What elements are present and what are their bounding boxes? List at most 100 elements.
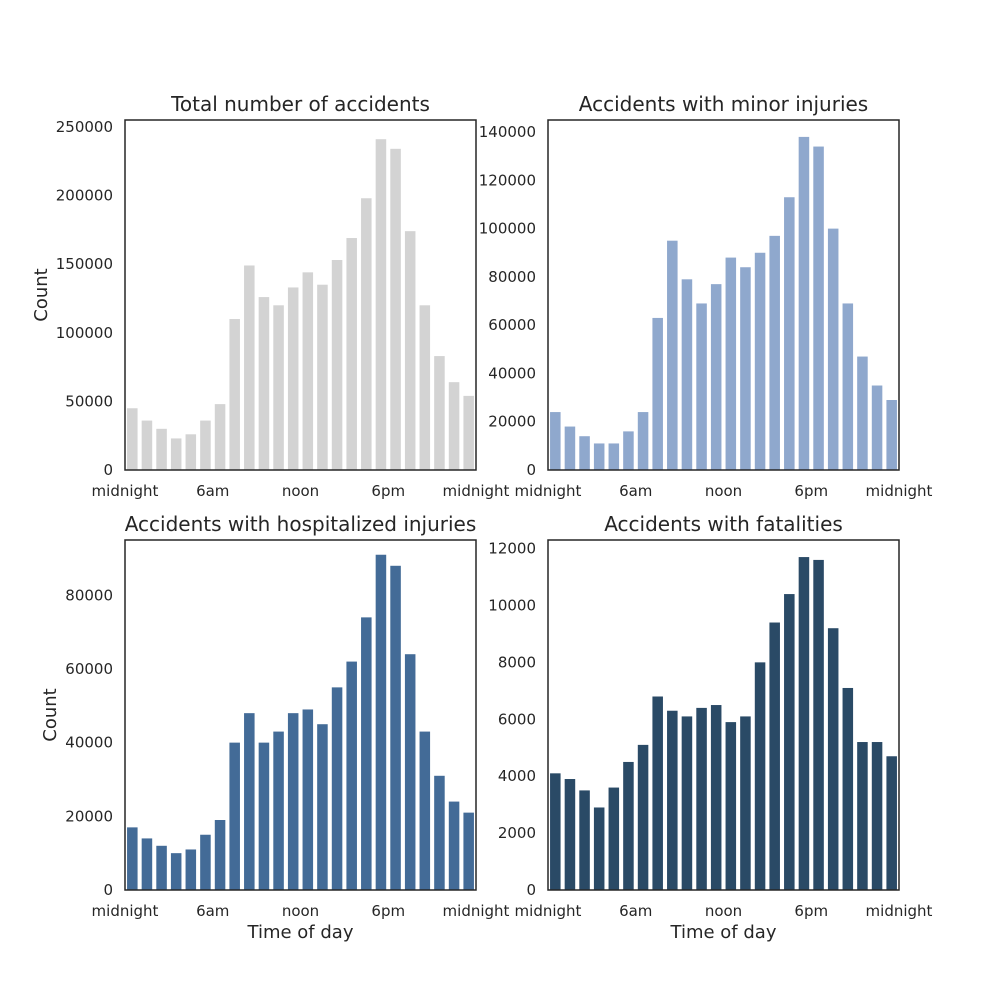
bar-hour-14 [754,662,766,890]
bar-hour-16 [361,617,372,890]
x-tick-label: 6pm [794,482,828,500]
bar-hour-4 [608,787,620,890]
panel-title: Accidents with minor injuries [579,92,868,116]
bar-hour-7 [229,319,240,470]
bar-hour-18 [813,559,824,890]
y-tick-label: 6000 [498,710,536,728]
y-tick-label: 60000 [488,316,536,334]
y-tick-label: 20000 [488,413,536,431]
bar-hour-10 [696,303,707,470]
bar-hour-0 [550,773,561,890]
bar-hour-21 [857,742,868,890]
bar-hour-23 [463,395,474,470]
bar-hour-17 [798,557,810,890]
bar-hour-8 [244,265,255,470]
x-tick-label: midnight [443,482,510,500]
bar-hour-14 [331,260,343,470]
bar-hour-1 [141,420,153,470]
bar-hour-9 [258,297,270,470]
y-tick-label: 60000 [65,660,113,678]
bar-hour-17 [375,554,387,890]
bar-hour-4 [185,434,197,470]
x-tick-label: midnight [92,482,159,500]
bar-hour-16 [784,197,795,471]
bar-hour-7 [652,317,663,470]
y-ticks: 0 20000 40000 60000 80000 100000 120000 140000 [479,123,536,479]
bar-hour-10 [273,731,284,890]
y-tick-label: 140000 [479,123,536,141]
bar-hour-2 [579,436,590,470]
bar-hour-22 [448,382,460,470]
x-tick-label: midnight [92,902,159,920]
bar-hour-7 [652,696,663,890]
bar-hour-0 [127,408,138,470]
y-tick-label: 0 [526,881,536,899]
panel-title: Total number of accidents [170,92,430,116]
panel-title: Accidents with fatalities [604,512,843,536]
x-tick-label: 6am [196,482,229,500]
y-tick-label: 80000 [65,586,113,604]
panel-minor-injuries: Accidents with minor injuries 0 20000 4000… [479,92,933,500]
y-tick-label: 100000 [479,220,536,238]
x-axis-label: Time of day [670,922,777,943]
bar-hour-6 [214,820,226,890]
x-tick-label: 6am [619,902,652,920]
y-ticks: 0 20000 40000 60000 80000 [65,586,113,899]
bar-hour-4 [185,849,197,890]
bar-hour-17 [375,139,387,470]
y-ticks: 0 50000 100000 150000 200000 250000 [56,118,113,479]
y-tick-label: 8000 [498,653,536,671]
bar-hour-1 [564,426,576,470]
bars [550,136,897,471]
x-tick-label: 6pm [371,902,405,920]
y-tick-label: 4000 [498,767,536,785]
y-tick-label: 0 [103,461,113,479]
bar-hour-2 [156,428,167,470]
bar-hour-2 [579,790,590,890]
y-tick-label: 0 [526,461,536,479]
bar-hour-5 [200,834,211,890]
bars [127,139,474,471]
bar-hour-19 [827,628,839,890]
x-ticks: midnight 6am noon 6pm midnight [92,482,510,500]
bar-hour-3 [170,853,182,890]
x-tick-label: midnight [866,902,933,920]
bar-hour-15 [346,238,357,470]
bar-hour-0 [127,827,138,890]
x-axis-label: Time of day [247,922,354,943]
bar-hour-3 [170,438,182,470]
y-tick-label: 100000 [56,324,113,342]
axes-frame [547,119,900,471]
bar-hour-15 [769,235,780,470]
axes-frame [124,539,477,891]
bar-hour-19 [404,231,416,470]
y-tick-label: 80000 [488,268,536,286]
bar-hour-23 [886,400,897,470]
y-tick-label: 250000 [56,118,113,136]
bar-hour-13 [317,284,328,470]
bar-hour-21 [434,775,445,890]
x-tick-label: noon [705,482,742,500]
y-axis-label: Count [40,688,61,741]
y-tick-label: 12000 [488,540,536,558]
bar-hour-18 [390,565,401,890]
x-tick-label: midnight [443,902,510,920]
x-tick-label: 6pm [371,482,405,500]
bar-hour-0 [550,412,561,470]
bar-hour-8 [667,240,678,470]
y-tick-label: 50000 [65,392,113,410]
bar-hour-2 [156,845,167,890]
bar-hour-8 [667,710,678,890]
bar-hour-20 [842,303,854,470]
x-ticks: midnight 6am noon 6pm midnight [515,482,933,500]
y-tick-label: 200000 [56,186,113,204]
bar-hour-5 [200,420,211,470]
y-tick-label: 150000 [56,255,113,273]
bar-hour-13 [317,724,328,890]
axes-frame [124,119,477,471]
x-ticks: midnight 6am noon 6pm midnight [92,902,510,920]
x-tick-label: midnight [515,902,582,920]
y-tick-label: 2000 [498,824,536,842]
x-tick-label: noon [282,482,319,500]
y-ticks: 0 2000 4000 6000 8000 10000 12000 [488,540,536,899]
